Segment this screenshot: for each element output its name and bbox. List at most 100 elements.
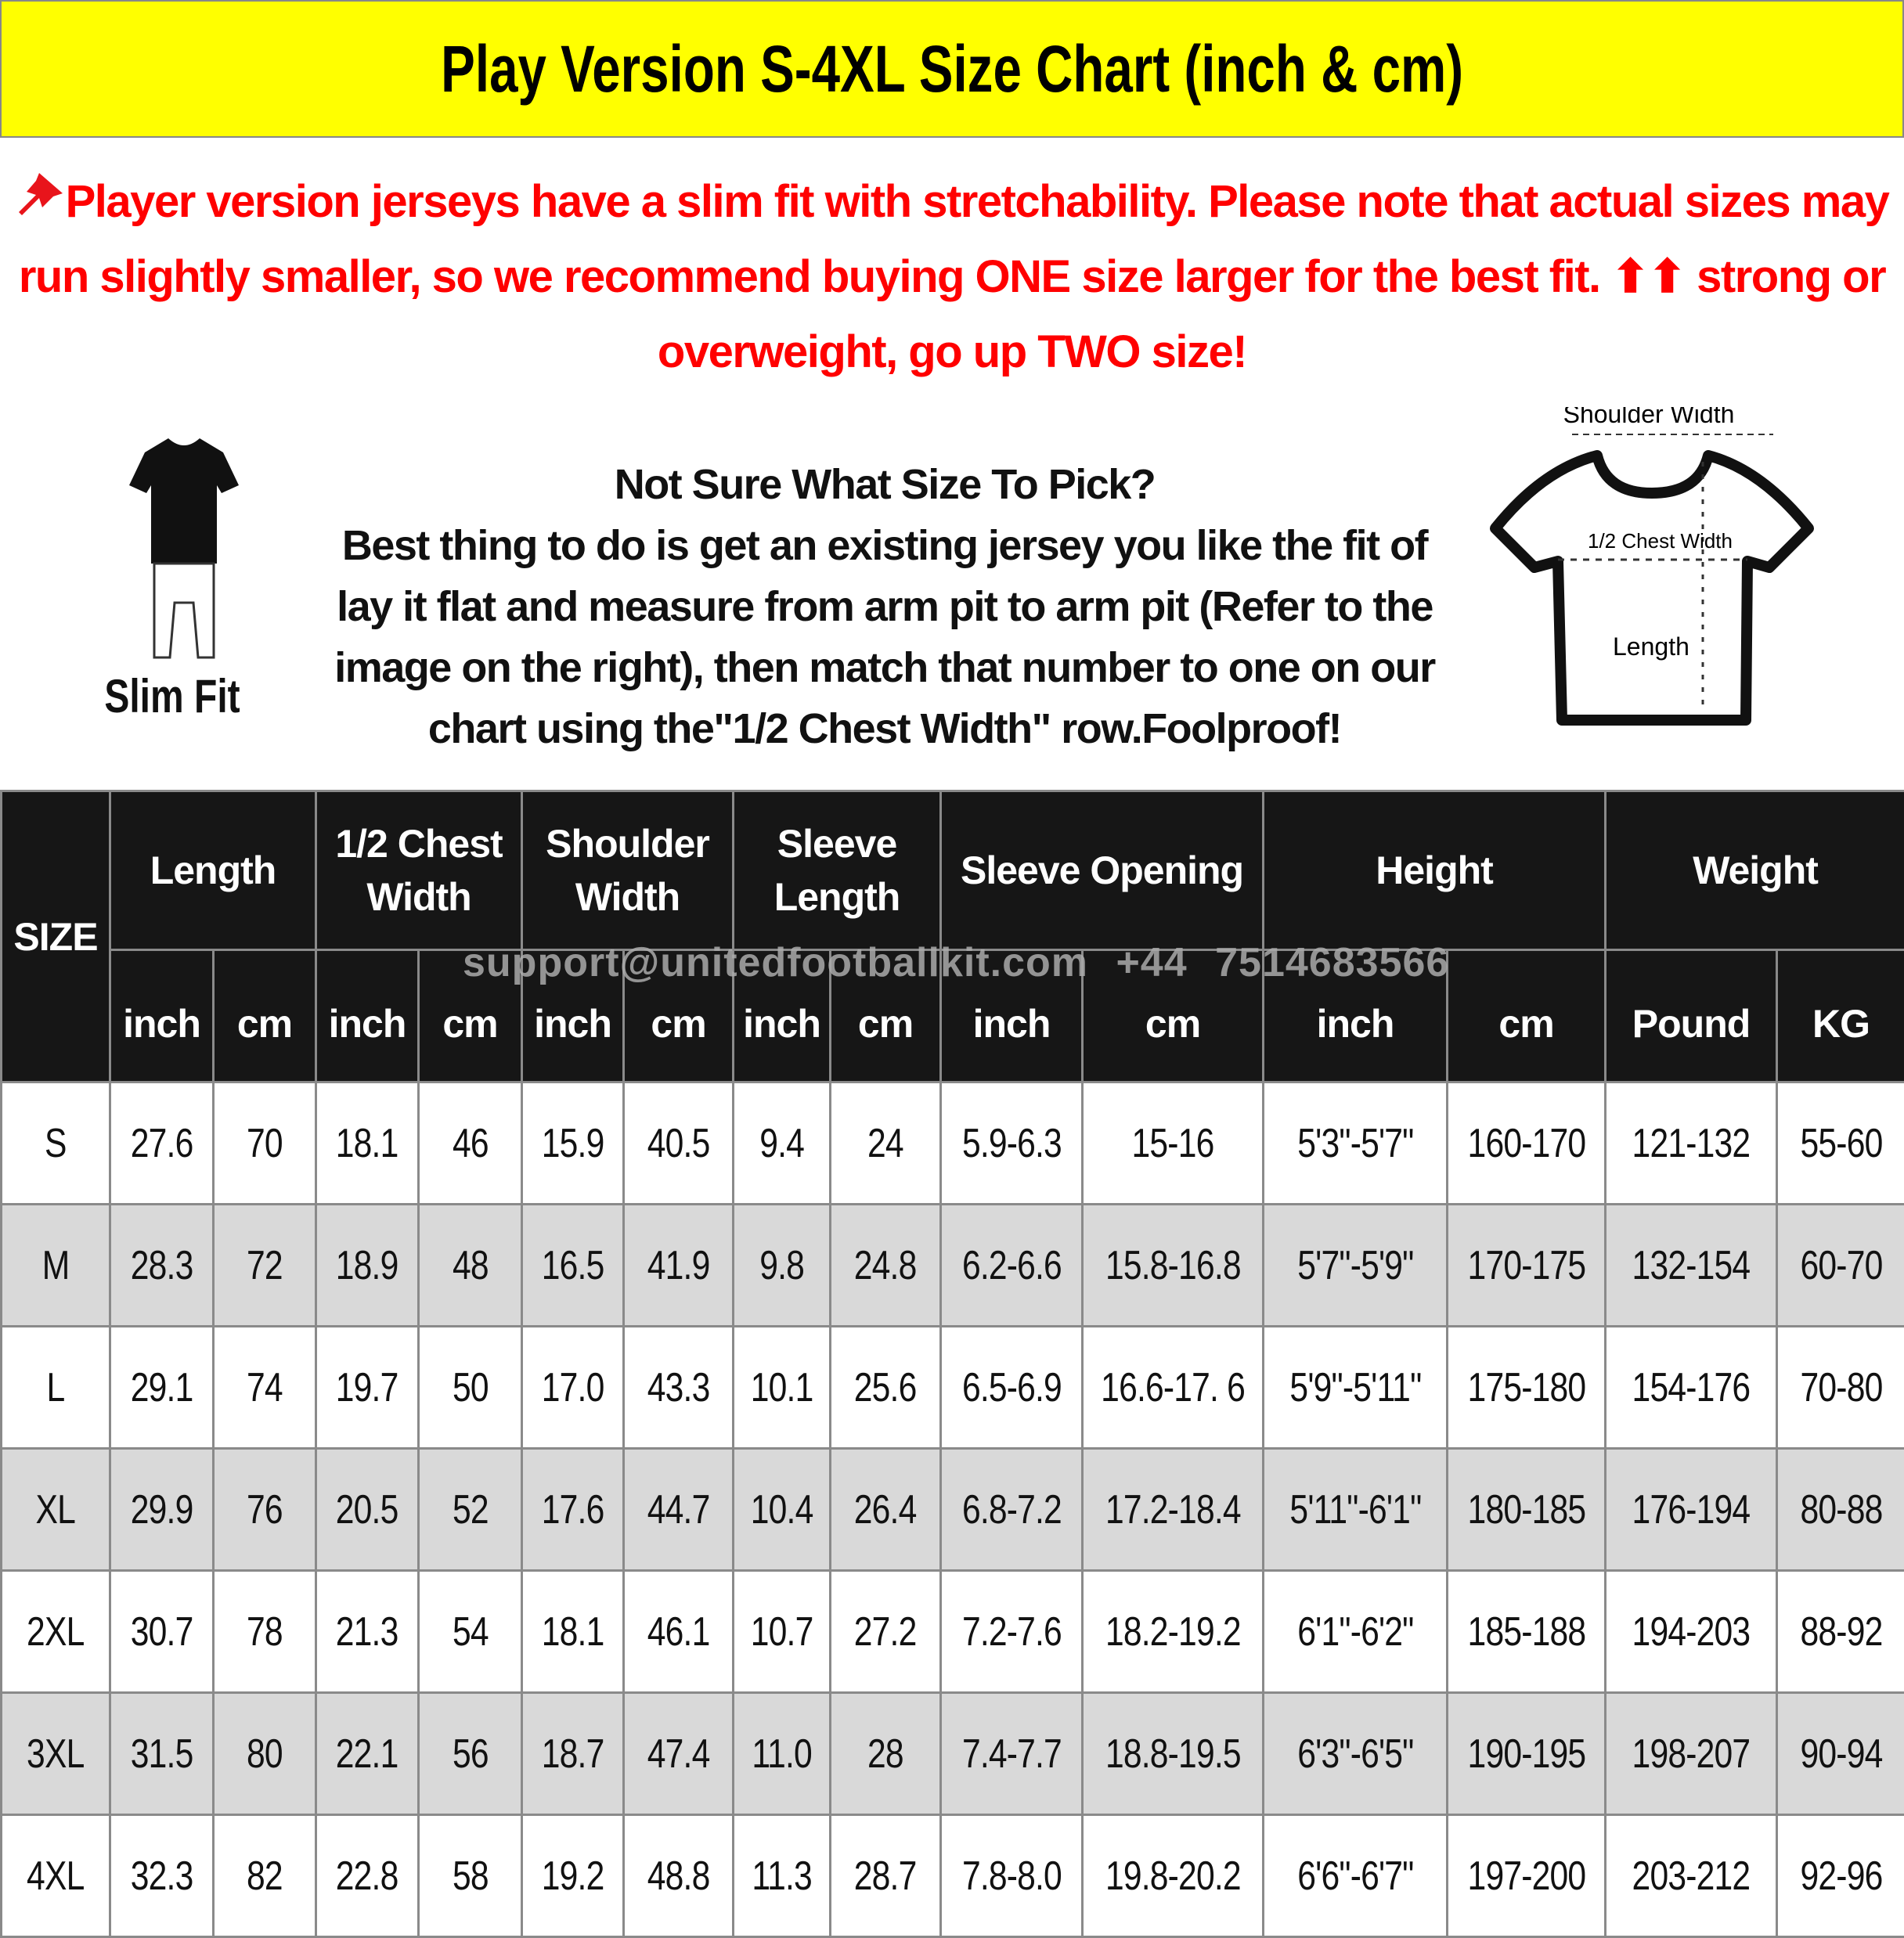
table-cell: 16.5	[522, 1205, 624, 1327]
table-cell: 18.1	[522, 1571, 624, 1693]
size-cell: 4XL	[2, 1815, 110, 1937]
cell-value: 15-16	[1132, 1120, 1214, 1167]
cell-value: 10.7	[751, 1608, 813, 1655]
cell-value: 72	[247, 1242, 283, 1289]
table-cell: 26.4	[831, 1449, 941, 1571]
tshirt-measurement-diagram: Shoulder Width 1/2 Chest Width Length	[1472, 407, 1848, 767]
cell-value: 52	[453, 1486, 489, 1533]
table-cell: 27.2	[831, 1571, 941, 1693]
tshirt-icon	[1495, 456, 1808, 720]
cell-value: 197-200	[1467, 1853, 1585, 1900]
cell-value: 11.3	[752, 1853, 812, 1900]
table-cell: 9.8	[734, 1205, 831, 1327]
cell-value: 9.8	[759, 1242, 804, 1289]
group-header: Length	[110, 791, 316, 950]
cell-value: 60-70	[1800, 1242, 1882, 1289]
cell-value: 74	[247, 1364, 283, 1411]
info-section: Slim Fit Not Sure What Size To Pick? Bes…	[0, 407, 1904, 789]
cell-value: 176-194	[1632, 1486, 1751, 1533]
table-cell: 15-16	[1083, 1082, 1264, 1205]
table-cell: 16.6-17. 6	[1083, 1327, 1264, 1449]
cell-value: 70	[247, 1120, 283, 1167]
table-cell: 10.4	[734, 1449, 831, 1571]
size-cell: XL	[2, 1449, 110, 1571]
title-bar: Play Version S-4XL Size Chart (inch & cm…	[0, 0, 1904, 138]
cell-value: 27.6	[131, 1120, 193, 1167]
table-cell: 28.7	[831, 1815, 941, 1937]
shoulder-width-label: Shoulder Width	[1563, 407, 1735, 428]
table-cell: 82	[214, 1815, 316, 1937]
table-cell: 88-92	[1777, 1571, 1904, 1693]
table-cell: 58	[419, 1815, 522, 1937]
cell-value: 19.8-20.2	[1105, 1853, 1241, 1900]
cell-value: 18.2-19.2	[1105, 1608, 1241, 1655]
unit-header: cm	[214, 950, 316, 1082]
table-cell: 31.5	[110, 1693, 214, 1815]
cell-value: 5'11"-6'1"	[1289, 1486, 1421, 1533]
table-cell: 19.2	[522, 1815, 624, 1937]
cell-value: 80	[247, 1731, 283, 1778]
cell-value: 78	[247, 1608, 283, 1655]
cell-value: 26.4	[854, 1486, 917, 1533]
size-cell: S	[2, 1082, 110, 1205]
cell-value: 7.8-8.0	[962, 1853, 1062, 1900]
table-cell: 21.3	[316, 1571, 419, 1693]
cell-value: 70-80	[1800, 1364, 1882, 1411]
table-cell: 46.1	[624, 1571, 734, 1693]
table-cell: 185-188	[1448, 1571, 1606, 1693]
table-cell: 70-80	[1777, 1327, 1904, 1449]
table-cell: 32.3	[110, 1815, 214, 1937]
group-header: Weight	[1606, 791, 1904, 950]
cell-value: 29.9	[131, 1486, 193, 1533]
unit-header: Pound	[1606, 950, 1777, 1082]
table-cell: 46	[419, 1082, 522, 1205]
cell-value: 6.8-7.2	[962, 1486, 1062, 1533]
table-cell: 47.4	[624, 1693, 734, 1815]
cell-value: 18.1	[542, 1608, 604, 1655]
table-cell: 170-175	[1448, 1205, 1606, 1327]
cell-value: 2XL	[27, 1608, 84, 1655]
cell-value: 6.2-6.6	[962, 1242, 1062, 1289]
cell-value: 48	[453, 1242, 489, 1289]
table-cell: 19.7	[316, 1327, 419, 1449]
table-cell: 28	[831, 1693, 941, 1815]
unit-header: inch	[110, 950, 214, 1082]
table-cell: 7.4-7.7	[941, 1693, 1083, 1815]
watermark-contact: support@unitedfootballkit.com +44 751468…	[463, 939, 1449, 986]
table-cell: 6.5-6.9	[941, 1327, 1083, 1449]
table-cell: 203-212	[1606, 1815, 1777, 1937]
table-cell: 5'11"-6'1"	[1264, 1449, 1448, 1571]
cell-value: 31.5	[131, 1731, 193, 1778]
group-header: 1/2 Chest Width	[316, 791, 522, 950]
size-help: Not Sure What Size To Pick? Best thing t…	[329, 454, 1441, 759]
cell-value: 185-188	[1467, 1608, 1585, 1655]
cell-value: 6.5-6.9	[962, 1364, 1062, 1411]
size-cell: 2XL	[2, 1571, 110, 1693]
size-cell: L	[2, 1327, 110, 1449]
cell-value: 29.1	[131, 1364, 193, 1411]
table-cell: 10.7	[734, 1571, 831, 1693]
page-title: Play Version S-4XL Size Chart (inch & cm…	[441, 31, 1463, 107]
cell-value: 55-60	[1800, 1120, 1882, 1167]
chest-width-label: 1/2 Chest Width	[1588, 529, 1733, 553]
cell-value: 19.7	[336, 1364, 398, 1411]
table-cell: 92-96	[1777, 1815, 1904, 1937]
table-cell: 50	[419, 1327, 522, 1449]
cell-value: 32.3	[131, 1853, 193, 1900]
table-cell: 5'3"-5'7"	[1264, 1082, 1448, 1205]
table-cell: 54	[419, 1571, 522, 1693]
table-cell: 5'9"-5'11"	[1264, 1327, 1448, 1449]
cell-value: 203-212	[1632, 1853, 1751, 1900]
unit-header: KG	[1777, 950, 1904, 1082]
cell-value: 4XL	[27, 1853, 84, 1900]
cell-value: 17.6	[542, 1486, 604, 1533]
table-cell: 18.7	[522, 1693, 624, 1815]
table-cell: 7.2-7.6	[941, 1571, 1083, 1693]
cell-value: 18.1	[336, 1120, 398, 1167]
cell-value: 17.0	[542, 1364, 604, 1411]
cell-value: 88-92	[1800, 1608, 1882, 1655]
